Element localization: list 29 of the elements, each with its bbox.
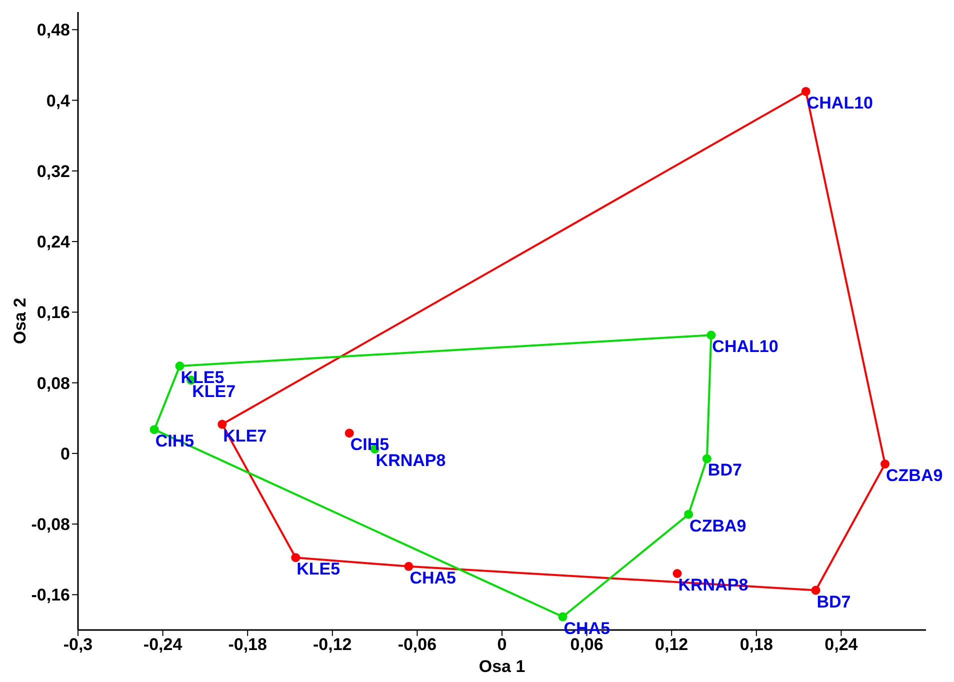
y-tick-label: -0,16	[31, 586, 70, 605]
x-tick-label: 0,18	[740, 635, 773, 654]
annotation: KLE7	[192, 382, 236, 402]
x-tick-label: -0,24	[143, 635, 183, 654]
x-tick-label: -0,3	[63, 635, 93, 654]
y-axis-title: Osa 2	[10, 298, 30, 344]
annotation: CHAL10	[712, 337, 778, 356]
x-tick-label: 0,24	[824, 635, 858, 654]
annotation: CZBA9	[690, 516, 746, 536]
x-axis-title: Osa 1	[478, 657, 526, 676]
annotation: BD7	[816, 592, 851, 612]
x-tick-label: -0,18	[228, 635, 267, 654]
y-tick-label: 0	[60, 444, 70, 464]
y-tick-label: 0,32	[36, 162, 70, 181]
annotation: CHA5	[410, 568, 456, 588]
annotation: BD7	[708, 460, 742, 480]
x-tick-label: 0,12	[655, 635, 688, 654]
x-tick-label: 0	[497, 635, 507, 654]
annotation: CZBA9	[886, 466, 943, 486]
y-tick-label: 0,48	[36, 20, 70, 40]
y-tick-label: -0,08	[31, 515, 70, 534]
x-tick-label: 0,06	[570, 635, 604, 654]
x-tick-label: -0,12	[313, 635, 352, 654]
x-tick-label: -0,06	[398, 635, 437, 654]
y-tick-label: 0,24	[36, 232, 71, 252]
annotation: KLE5	[296, 560, 340, 579]
y-tick-label: 0,4	[46, 91, 71, 110]
y-tick-label: 0,08	[36, 374, 70, 393]
y-tick-label: 0,16	[36, 303, 70, 322]
